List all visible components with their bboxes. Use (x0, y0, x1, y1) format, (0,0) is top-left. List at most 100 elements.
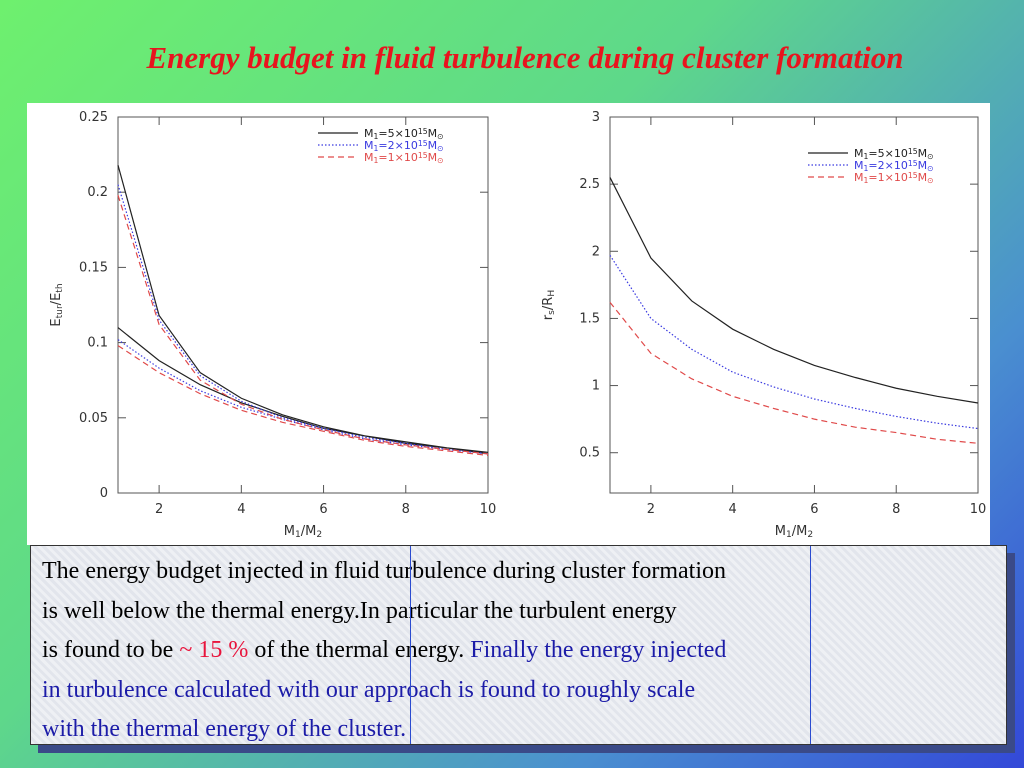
label-part: =1×10 (868, 171, 907, 184)
label-part: 15 (418, 127, 428, 136)
label-part: /M (792, 524, 808, 539)
label-part: 1 (374, 156, 379, 165)
label-part: =2×10 (868, 159, 907, 172)
charts: 00.050.10.150.20.252 4 6 8 10M1/M2Etur/EthM1… (49, 110, 986, 540)
text-segment: of the thermal energy. (248, 637, 471, 663)
label-part: 1 (864, 164, 869, 173)
label-part: 2 (807, 530, 813, 540)
label-part: ⊙ (437, 156, 443, 165)
x-tick-label: 8 (892, 502, 900, 517)
label-part: ⊙ (927, 164, 933, 173)
data-line (117, 164, 489, 455)
label-part: /M (301, 524, 317, 539)
data-line (117, 184, 489, 455)
x-tick-label: 6 (319, 502, 327, 517)
text-box: The energy budget injected in fluid turb… (30, 545, 1007, 745)
y-tick-label: 0.25 (79, 110, 108, 125)
legend-label: M1=2×1015M⊙ (854, 159, 934, 173)
text-lines: The energy budget injected in fluid turb… (42, 552, 726, 750)
label-part: =5×10 (868, 147, 907, 160)
y-tick-label: 3 (592, 110, 600, 125)
legend-label: M1=1×1015M⊙ (364, 151, 444, 165)
chart-panel: 0 0.05 0.1 0.15 0.2 0.25 2 4 6 8 10 M1/M2 Etur/Eth M1… (27, 103, 990, 545)
label-part: 1 (295, 530, 301, 540)
label-part: M (854, 171, 864, 184)
legend-label: M1=5×1015M⊙ (854, 147, 934, 161)
divider (810, 546, 811, 744)
y-tick-label: 2 (592, 244, 600, 259)
legend-label: M1=2×1015M⊙ (364, 139, 444, 153)
y-tick-label: 0.2 (87, 185, 108, 200)
text-segment: with the thermal energy of the cluster. (42, 716, 407, 742)
label-part: M (854, 147, 864, 160)
label-part: M (918, 171, 928, 184)
label-part: 1 (864, 176, 869, 185)
label-part: 1 (864, 152, 869, 161)
label-part: s (547, 310, 557, 315)
x-tick-label: 2 (155, 502, 163, 517)
label-part: M (918, 147, 928, 160)
text-segment: is well below the thermal energy.In part… (42, 597, 677, 624)
text-segment: is found to be (42, 637, 180, 663)
text-line: is found to be ~ 15 % of the thermal ene… (42, 631, 726, 671)
label-part: 1 (786, 530, 792, 540)
text-line: The energy budget injected in fluid turb… (42, 552, 726, 592)
x-tick-label: 6 (810, 502, 818, 517)
label-part: M (428, 139, 438, 152)
label-part: M (854, 159, 864, 172)
label-part: M (364, 139, 374, 152)
x-tick-label: 10 (480, 502, 497, 517)
x-axis-label: M1/M2 (775, 524, 813, 540)
label-part: M (284, 524, 295, 539)
y-axis-label: rs/RH (541, 290, 557, 320)
y-tick-label: 0 (100, 486, 108, 501)
data-line (609, 301, 979, 444)
label-part: /R (541, 297, 556, 310)
label-part: 1 (374, 132, 379, 141)
text-line: in turbulence calculated with our approa… (42, 671, 726, 711)
label-part: tur (55, 305, 65, 318)
label-part: =1×10 (378, 151, 417, 164)
label-part: M (364, 127, 374, 140)
label-part: th (55, 283, 65, 292)
label-part: ⊙ (437, 144, 443, 153)
label-part: =5×10 (378, 127, 417, 140)
label-part: ⊙ (927, 152, 933, 161)
y-tick-label: 1 (592, 379, 600, 394)
text-segment: in turbulence calculated with our approa… (42, 676, 696, 703)
slide-title: Energy budget in fluid turbulence during… (146, 40, 904, 75)
y-tick-label: 2.5 (579, 177, 600, 192)
legend-label: M1=1×1015M⊙ (854, 171, 934, 185)
plot-frame (609, 116, 979, 494)
text-line: with the thermal energy of the cluster. (42, 710, 726, 750)
label-part: /E (49, 293, 64, 306)
y-tick-label: 0.05 (79, 411, 108, 426)
text-segment: ~ 15 % (179, 637, 249, 663)
y-tick-label: 1.5 (579, 311, 600, 326)
label-part: 1 (374, 144, 379, 153)
plot-frame (117, 116, 489, 494)
text-line: is well below the thermal energy.In part… (42, 592, 726, 632)
y-tick-label: 0.1 (87, 336, 108, 351)
x-tick-label: 4 (729, 502, 737, 517)
divider (410, 546, 411, 744)
x-axis-label: M1/M2 (284, 524, 322, 540)
label-part: 2 (316, 530, 322, 540)
label-part: M (364, 151, 374, 164)
text-segment: The energy budget injected in fluid turb… (42, 558, 727, 584)
data-line (117, 195, 489, 456)
label-part: M (428, 151, 438, 164)
legend-label: M1=5×1015M⊙ (364, 127, 444, 141)
label-part: r (541, 314, 556, 320)
label-part: M (918, 159, 928, 172)
label-part: E (49, 318, 64, 326)
y-tick-label: 0.15 (79, 260, 108, 275)
label-part: 15 (418, 139, 428, 148)
label-part: 15 (908, 171, 918, 180)
data-line (609, 254, 979, 430)
label-part: M (428, 127, 438, 140)
y-axis-label: Etur/Eth (49, 283, 65, 326)
data-line (609, 177, 979, 404)
x-tick-label: 2 (647, 502, 655, 517)
